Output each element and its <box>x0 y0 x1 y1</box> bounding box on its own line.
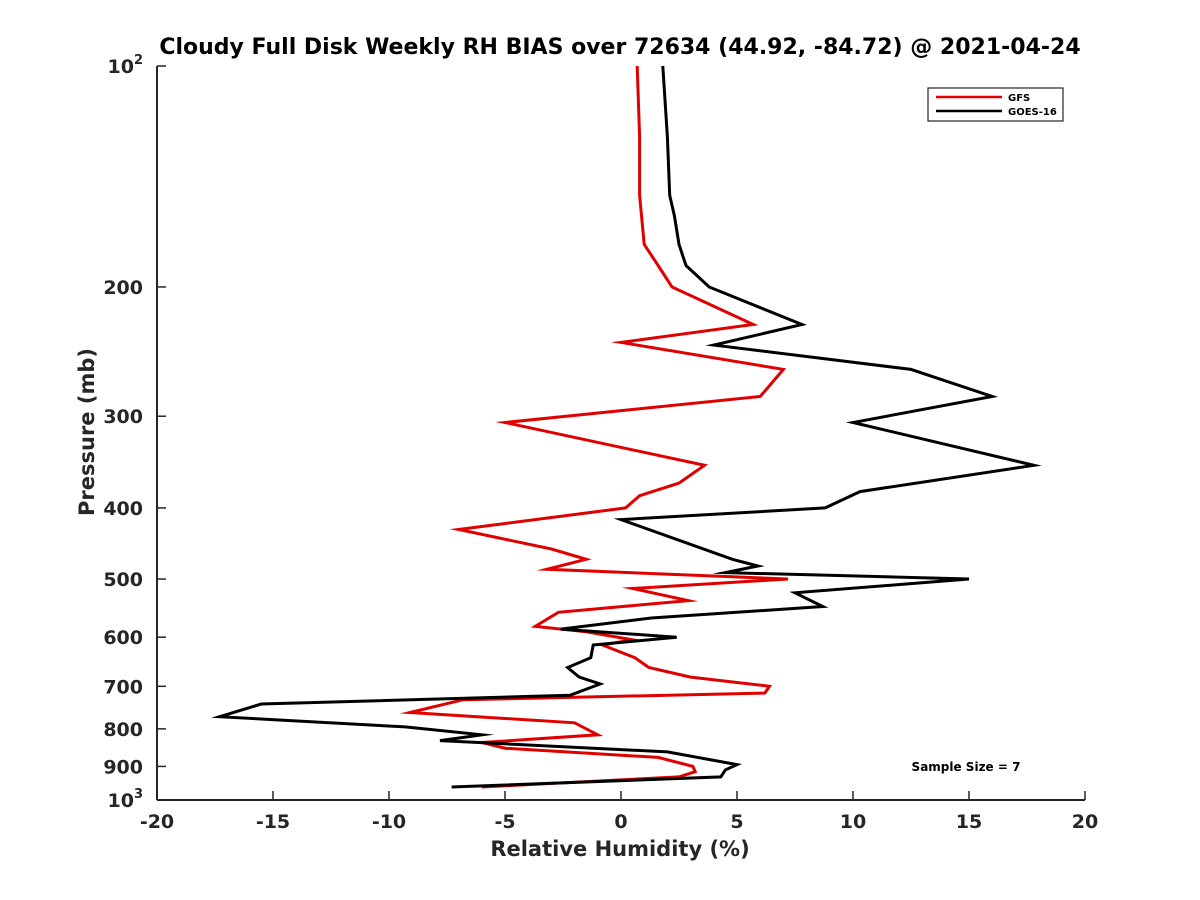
x-tick-label: 15 <box>956 811 982 833</box>
legend: GFS GOES-16 <box>927 87 1064 122</box>
sample-size-annotation: Sample Size = 7 <box>912 760 1021 774</box>
y-tick-label: 600 <box>103 627 143 649</box>
y-tick-exponent: 3 <box>134 787 143 802</box>
x-tick-label: -20 <box>140 811 174 833</box>
y-tick-label: 500 <box>103 569 143 591</box>
legend-box <box>927 87 1064 122</box>
x-tick-label: -10 <box>372 811 406 833</box>
chart-title: Cloudy Full Disk Weekly RH BIAS over 726… <box>159 35 1080 60</box>
legend-label: GFS <box>1008 93 1030 104</box>
x-tick-label: -15 <box>256 811 290 833</box>
series-line-goes-16 <box>211 65 1042 789</box>
series-line-gfs <box>399 65 789 789</box>
y-axis-label: Pressure (mb) <box>75 348 99 516</box>
legend-label: GOES-16 <box>1008 107 1057 118</box>
y-tick-label: 200 <box>103 277 143 299</box>
plot-area <box>156 65 1085 801</box>
y-tick-label: 700 <box>103 676 143 698</box>
y-tick-exponent: 2 <box>134 53 143 68</box>
x-tick-label: 0 <box>614 811 627 833</box>
y-tick-label: 300 <box>103 406 143 428</box>
x-axis-ticks: -20 -15 -10 -5 0 5 10 15 20 <box>140 791 1098 833</box>
x-tick-label: -5 <box>494 811 515 833</box>
y-tick-label: 900 <box>103 756 143 778</box>
x-tick-label: 20 <box>1072 811 1098 833</box>
y-tick-label: 102 <box>108 53 144 78</box>
y-tick-label: 400 <box>103 498 143 520</box>
x-axis-label: Relative Humidity (%) <box>490 837 749 861</box>
x-tick-label: 10 <box>840 811 866 833</box>
x-tick-label: 5 <box>730 811 743 833</box>
y-tick-label: 800 <box>103 719 143 741</box>
y-tick-label: 103 <box>108 787 144 812</box>
y-tick-base: 10 <box>108 56 134 78</box>
y-tick-base: 10 <box>108 790 134 812</box>
